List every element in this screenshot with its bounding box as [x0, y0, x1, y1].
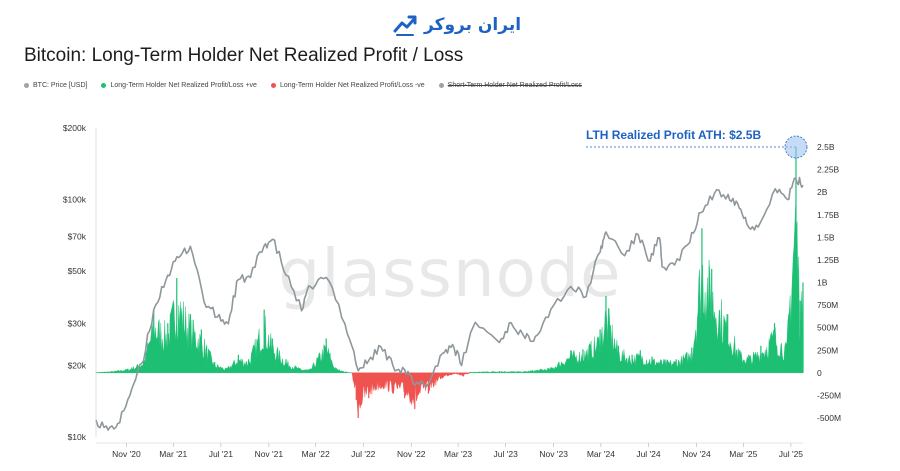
x-axis-tick-label: Nov '20 — [112, 449, 141, 459]
chart-trend-icon — [393, 15, 417, 36]
x-axis-tick-label: Jul '24 — [636, 449, 661, 459]
ath-marker — [784, 135, 808, 159]
legend-label: Short-Term Holder Net Realized Profit/Lo… — [447, 82, 582, 89]
right-axis-tick-label: 1.75B — [817, 210, 840, 220]
right-axis-tick-label: 500M — [817, 323, 838, 333]
x-axis-tick-label: Nov '21 — [255, 449, 284, 459]
left-axis-tick-label: $20k — [68, 361, 87, 371]
legend-label: BTC: Price [USD] — [33, 82, 88, 89]
logo-text: ایران بروکر — [424, 15, 522, 35]
lth-negative-area — [351, 372, 471, 414]
x-axis-tick-label: Mar '22 — [302, 449, 330, 459]
legend-item-lth-negative[interactable]: Long-Term Holder Net Realized Profit/Los… — [270, 82, 425, 89]
right-axis-tick-label: 2.5B — [817, 142, 835, 152]
right-axis-tick-label: 2.25B — [817, 165, 840, 175]
x-axis-tick-label: Mar '23 — [444, 449, 472, 459]
right-axis-tick-label: 1.25B — [817, 255, 840, 265]
legend-dot — [270, 83, 276, 88]
legend-item-sth[interactable]: Short-Term Holder Net Realized Profit/Lo… — [438, 82, 582, 89]
legend-dot — [438, 83, 444, 88]
right-axis-tick-label: -250M — [817, 390, 841, 400]
right-axis-tick-label: 250M — [817, 345, 838, 355]
legend-dot — [24, 83, 29, 88]
right-axis-tick-label: -500M — [817, 413, 841, 423]
left-axis-tick-label: $70k — [68, 231, 87, 241]
x-axis-tick-label: Jul '23 — [494, 449, 519, 459]
right-axis-tick-label: 750M — [817, 300, 838, 310]
x-axis-tick-label: Nov '22 — [397, 449, 426, 459]
right-axis-tick-label: 1B — [817, 278, 828, 288]
x-axis-tick-label: Nov '23 — [539, 449, 568, 459]
x-axis-tick-label: Jul '25 — [779, 449, 804, 459]
page-title: Bitcoin: Long-Term Holder Net Realized P… — [24, 45, 464, 66]
left-axis-tick-label: $10k — [68, 432, 87, 442]
right-axis-tick-label: 0 — [817, 368, 822, 378]
left-axis-tick-label: $30k — [68, 319, 87, 329]
watermark-text: glassnode — [278, 235, 621, 312]
x-axis-tick-label: Jul '21 — [209, 449, 234, 459]
btc-price-line — [95, 176, 804, 431]
ath-annotation-label: LTH Realized Profit ATH: $2.5B — [586, 128, 761, 142]
x-axis-tick-label: Nov '24 — [682, 449, 711, 459]
legend-label: Long-Term Holder Net Realized Profit/Los… — [110, 82, 257, 89]
left-axis-tick-label: $50k — [68, 266, 87, 276]
brand-logo: ایران بروکر — [392, 12, 521, 38]
x-axis-tick-label: Jul '22 — [351, 449, 376, 459]
legend-dot — [101, 83, 107, 88]
legend-item-btc-price[interactable]: BTC: Price [USD] — [24, 82, 87, 89]
x-axis-tick-label: Mar '25 — [729, 449, 757, 459]
x-axis-tick-label: Mar '21 — [159, 449, 187, 459]
left-axis-tick-label: $100k — [63, 194, 87, 204]
legend-label: Long-Term Holder Net Realized Profit/Los… — [279, 82, 425, 89]
right-axis-tick-label: 1.5B — [817, 232, 835, 242]
right-axis-tick-label: 2B — [817, 187, 828, 197]
legend-item-lth-positive[interactable]: Long-Term Holder Net Realized Profit/Los… — [101, 82, 257, 89]
left-axis-tick-label: $200k — [63, 123, 87, 133]
chart-legend: BTC: Price [USD] Long-Term Holder Net Re… — [24, 82, 582, 89]
x-axis-tick-label: Mar '24 — [587, 449, 615, 459]
